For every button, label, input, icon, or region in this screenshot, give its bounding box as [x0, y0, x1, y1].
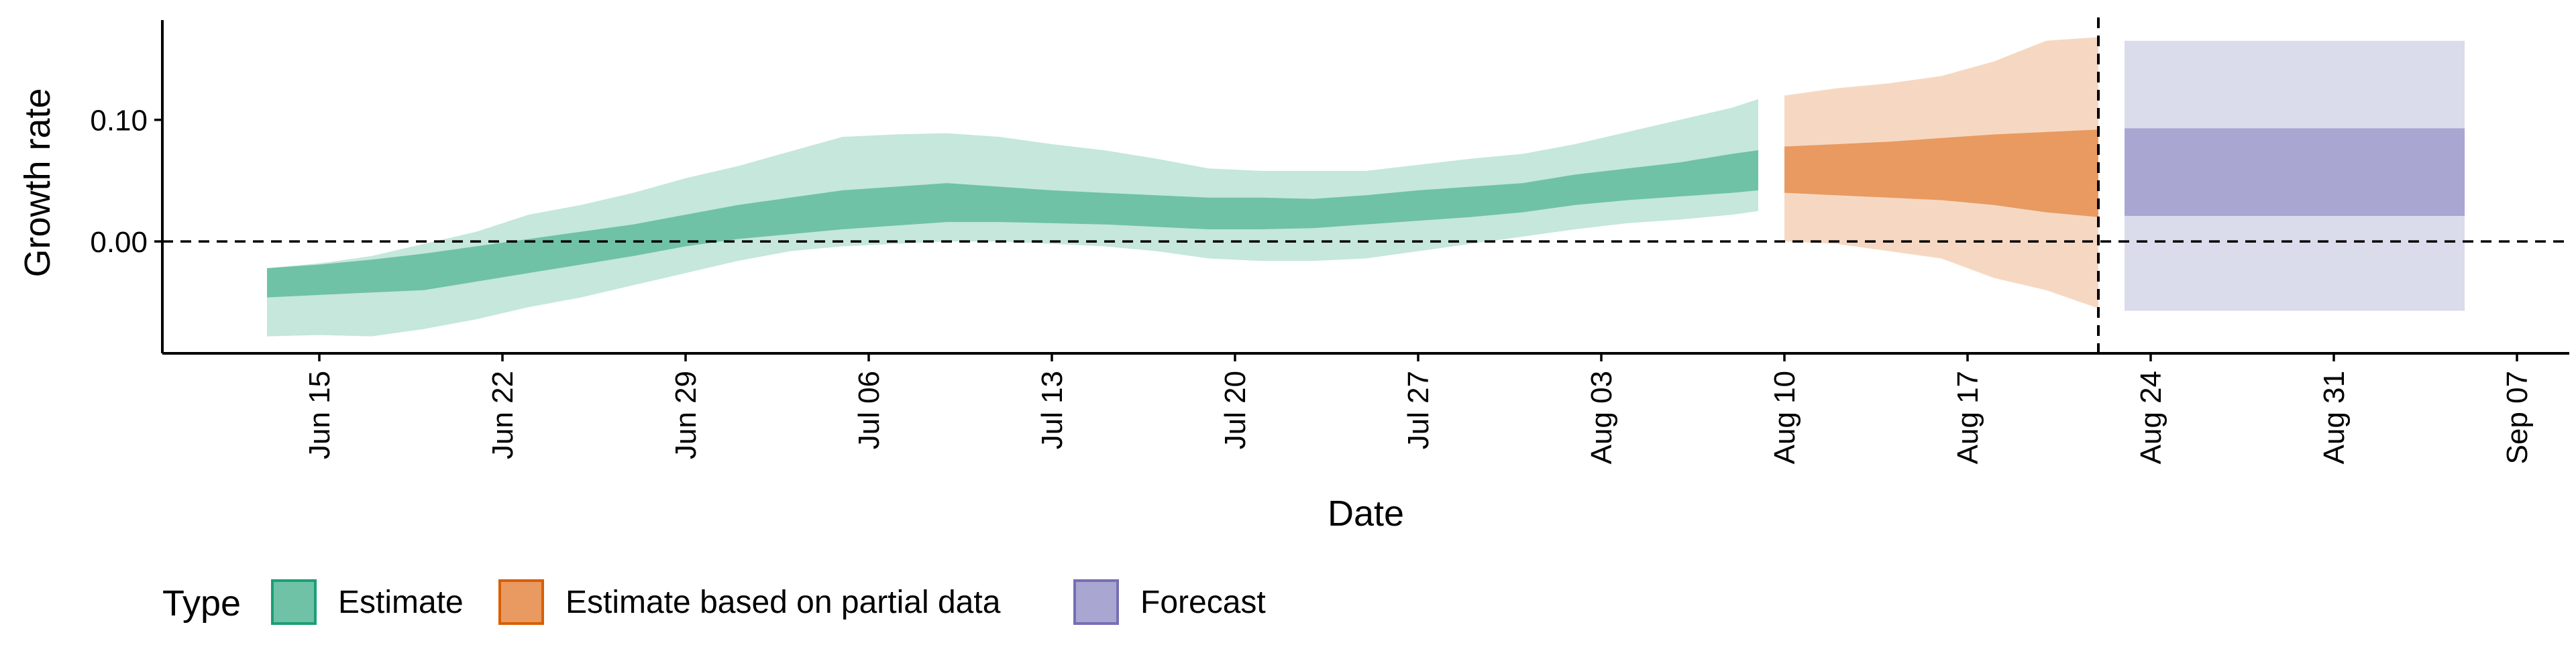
x-ticks: Jun 15 Jun 22 Jun 29 Jul 06 Jul 13 Jul 20 Jul …	[303, 353, 2534, 464]
estimate-based-on-partial-data-band-50	[1784, 129, 2098, 217]
legend-key-estimate-based-on-partial-data	[498, 579, 544, 625]
forecast-band-50	[2125, 128, 2465, 217]
y-tick-label: 0.10	[90, 105, 148, 137]
x-tick-label: Aug 03	[1585, 371, 1618, 464]
x-tick-label: Jun 29	[669, 371, 702, 459]
x-tick-label: Jun 15	[303, 371, 336, 459]
legend-key-forecast	[1073, 579, 1119, 625]
legend-items: Estimate Estimate based on partial data Fo…	[271, 579, 1266, 625]
y-ticks: 0.00 0.10	[90, 105, 162, 259]
reference-lines	[162, 17, 2569, 353]
axes: 0.000.10 Jun 15 Jun 22 Jun 29 Jul 06 Jul 13 J…	[90, 20, 2569, 464]
x-tick-label: Aug 31	[2318, 371, 2351, 464]
legend-key-estimate	[271, 579, 317, 625]
x-tick-label: Aug 24	[2135, 371, 2167, 464]
x-tick-label: Jun 22	[486, 371, 519, 459]
estimate-band-50	[267, 150, 1758, 298]
x-tick-label: Jul 27	[1402, 371, 1435, 449]
x-tick-label: Jul 06	[853, 371, 885, 449]
x-tick-label: Jul 20	[1219, 371, 1252, 449]
ribbon-layer	[267, 37, 2465, 337]
legend-label-estimate-based-on-partial-data: Estimate based on partial data	[566, 585, 1001, 620]
legend: Type Estimate Estimate based on partial d…	[162, 579, 1266, 625]
x-tick-label: Jul 13	[1036, 371, 1069, 449]
x-tick-label: Aug 10	[1768, 371, 1801, 464]
x-axis-title: Date	[1328, 493, 1404, 534]
x-tick-label: Aug 17	[1951, 371, 1984, 464]
y-axis-title: Growth rate	[17, 88, 58, 277]
legend-title: Type	[162, 583, 241, 624]
x-tick-label: Sep 07	[2501, 371, 2534, 464]
y-tick-label: 0.00	[90, 226, 148, 259]
legend-label-forecast: Forecast	[1140, 585, 1266, 620]
legend-label-estimate: Estimate	[338, 585, 464, 620]
